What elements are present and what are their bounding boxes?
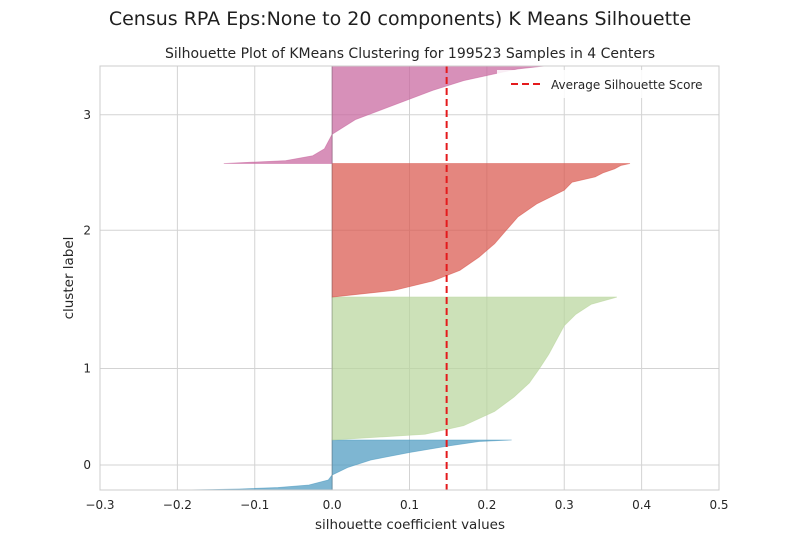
- cluster-0-silhouette: [185, 439, 512, 491]
- x-tick-label: −0.1: [240, 498, 269, 512]
- x-axis-label: silhouette coefficient values: [315, 517, 505, 533]
- x-tick-label: 0.2: [477, 498, 496, 512]
- legend: Average Silhouette Score: [497, 70, 717, 98]
- x-tick-label: 0.4: [632, 498, 651, 512]
- y-tick-label-3: 3: [83, 108, 91, 122]
- cluster-1-silhouette: [331, 296, 617, 441]
- x-tick-label: 0.0: [323, 498, 342, 512]
- legend-label: Average Silhouette Score: [551, 78, 703, 92]
- x-tick-labels: −0.3 −0.2 −0.1 0.0 0.1 0.2 0.3 0.4 0.5: [85, 498, 728, 512]
- cluster-2-silhouette: [331, 163, 631, 298]
- figure-suptitle: Census RPA Eps:None to 20 components) K …: [108, 8, 692, 30]
- y-axis-label: cluster label: [61, 237, 77, 320]
- x-tick-label: −0.2: [163, 498, 192, 512]
- cluster-3-silhouette: [223, 65, 545, 164]
- plot-title: Silhouette Plot of KMeans Clustering for…: [165, 46, 655, 62]
- plot-frame: [99, 65, 720, 491]
- x-tick-label: 0.1: [400, 498, 419, 512]
- y-tick-label-0: 0: [83, 458, 91, 472]
- y-tick-label-2: 2: [83, 223, 91, 237]
- x-tick-label: 0.3: [555, 498, 574, 512]
- y-tick-label-1: 1: [83, 362, 91, 376]
- x-tick-label: 0.5: [709, 498, 728, 512]
- x-tick-label: −0.3: [85, 498, 114, 512]
- cluster-fills: [185, 65, 631, 491]
- y-tick-labels: 0 1 2 3: [83, 108, 91, 472]
